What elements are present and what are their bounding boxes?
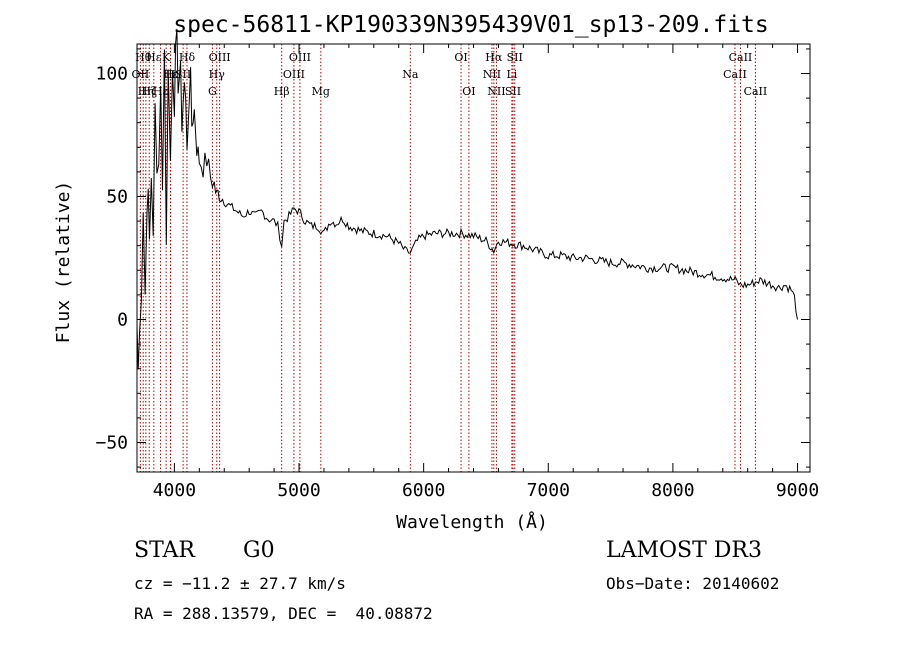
redshift-velocity: cz = −11.2 ± 27.7 km/s [134, 574, 346, 593]
line-label-4: Hε [146, 51, 162, 64]
y-tick-label-3: 100 [95, 64, 128, 85]
line-label-11: G [208, 85, 217, 98]
spectrum-series-line [136, 28, 798, 370]
line-label-14: Hβ [274, 85, 290, 98]
x-tick-label-1: 5000 [277, 480, 320, 501]
y-tick-label-1: 0 [117, 309, 128, 330]
line-label-18: Na [402, 68, 419, 81]
line-label-29: CaII [744, 85, 768, 98]
line-label-21: NII [483, 68, 501, 81]
line-label-3: Hζ [141, 85, 157, 98]
line-label-20: OI [462, 85, 475, 98]
x-tick-label-0: 4000 [153, 480, 196, 501]
line-label-28: CaII [729, 51, 753, 64]
x-axis-label: Wavelength (Å) [396, 511, 548, 533]
chart-title: spec-56811-KP190339N395439V01_sp13-209.f… [173, 12, 768, 38]
observation-date: Obs−Date: 20140602 [606, 574, 780, 593]
line-label-2: Hη [138, 85, 154, 98]
line-label-23: NII [487, 85, 505, 98]
axes: 4000 5000 6000 7000 8000 9000 −50 0 50 100 [95, 44, 819, 501]
line-label-0: OII [132, 68, 150, 81]
line-label-25: SII [505, 85, 521, 98]
line-label-22: Hα [485, 51, 503, 64]
line-label-27: CaII [723, 68, 747, 81]
line-label-15: OIII [283, 68, 305, 81]
spectral-subclass: G0 [243, 538, 275, 563]
survey-name: LAMOST DR3 [606, 538, 762, 563]
line-label-7: H [166, 68, 176, 81]
emission-lines: OIIHθHηHζHεHεKHHεSIIHδGHγOIIIHβOIIIOIIIM… [132, 44, 768, 472]
line-label-17: Mg [312, 85, 330, 98]
line-label-10: Hδ [179, 51, 196, 64]
object-class: STAR [134, 538, 195, 563]
y-tick-label-2: 50 [106, 187, 128, 208]
line-label-1: Hθ [135, 51, 152, 64]
line-label-19: OI [454, 51, 467, 64]
y-axis-label: Flux (relative) [53, 181, 74, 344]
x-tick-label-5: 9000 [776, 480, 819, 501]
x-tick-label-4: 8000 [651, 480, 694, 501]
x-tick-label-2: 6000 [402, 480, 445, 501]
line-label-13: OIII [209, 51, 231, 64]
line-label-26: SII [507, 51, 523, 64]
x-tick-label-3: 7000 [527, 480, 570, 501]
line-label-16: OIII [289, 51, 311, 64]
line-label-6: K [162, 51, 171, 64]
line-label-24: Li [506, 68, 517, 81]
y-tick-label-0: −50 [95, 432, 128, 453]
line-label-12: Hγ [209, 68, 226, 81]
plot-frame [136, 43, 811, 473]
coordinates: RA = 288.13579, DEC = 40.08872 [134, 604, 433, 623]
